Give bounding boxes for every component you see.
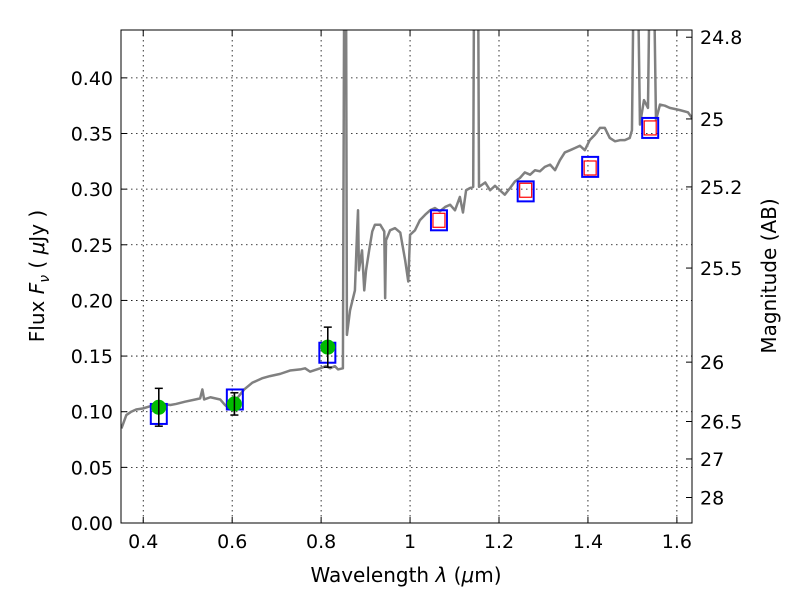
y2-axis-label: Magnitude (AB) (757, 198, 781, 353)
y2-tick-label: 25.5 (700, 258, 742, 280)
x-axis-label: Wavelength λ (μm) (310, 563, 501, 587)
predicted-photometry-marker (583, 160, 597, 176)
y-tick-label: 0.35 (71, 123, 113, 145)
spectrum-line (121, 30, 692, 429)
predicted-photometry-marker (643, 120, 657, 136)
y-axis-label: Flux Fν ( μJy ) (25, 210, 53, 342)
y-tick-label: 0.15 (71, 346, 113, 368)
model-photometry-marker (581, 155, 600, 178)
y2-tick-label: 25 (700, 109, 724, 131)
plot-area (121, 30, 692, 429)
model-photometry-marker (641, 116, 660, 139)
x-tick-label: 1.4 (573, 531, 603, 553)
plot-frame (120, 29, 693, 524)
y-tick-label: 0.00 (71, 513, 113, 535)
y-tick-label: 0.20 (71, 290, 113, 312)
y2-tick-label: 28 (700, 488, 724, 510)
y2-tick-label: 25.2 (700, 177, 742, 199)
x-tick-label: 1.6 (662, 531, 692, 553)
predicted-photometry-marker (519, 182, 533, 198)
axes: 0.4 0.6 0.8 1 1.2 1.4 1.6 0.00 0.05 0.10 0.15 0.20 0… (71, 27, 743, 553)
x-tick-label: 0.6 (217, 531, 247, 553)
y-tick-label: 0.25 (71, 235, 113, 257)
y-tick-label: 0.10 (71, 402, 113, 424)
y2-tick-label: 27 (700, 449, 724, 471)
y2-tick-label: 26 (700, 352, 724, 374)
model-photometry-marker (429, 209, 448, 232)
y-tick-label: 0.30 (71, 179, 113, 201)
y-tick-label: 0.40 (71, 68, 113, 90)
x-tick-label: 1 (404, 531, 416, 553)
x-tick-label: 0.8 (306, 531, 336, 553)
x-tick-label: 1.2 (484, 531, 514, 553)
predicted-photometry-marker (432, 212, 446, 228)
y2-tick-label: 24.8 (700, 27, 742, 49)
model-photometry-marker (516, 180, 535, 203)
x-tick-label: 0.4 (128, 531, 158, 553)
y2-tick-label: 26.5 (700, 412, 742, 434)
y-tick-label: 0.05 (71, 457, 113, 479)
